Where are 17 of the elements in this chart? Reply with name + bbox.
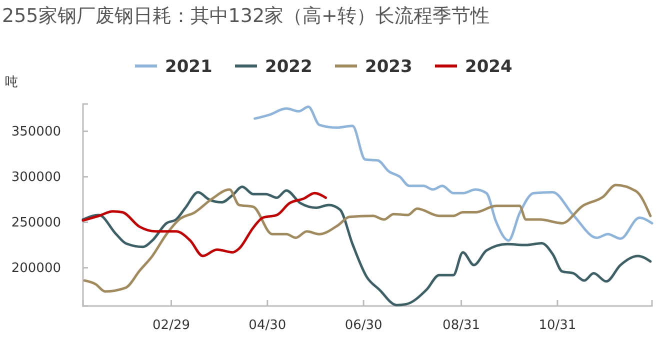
y-tick-label: 250000 [11,215,61,230]
line-series [82,192,327,258]
x-tick-label: 10/31 [538,318,576,334]
line-series [254,105,654,242]
y-axis-title: 吨 [5,75,18,90]
x-tick-label: 02/29 [152,318,190,334]
x-tick-label: 04/30 [248,318,286,334]
x-tick-label: 08/31 [442,318,480,334]
x-tick-label: 06/30 [344,318,382,334]
chart-title: 255家钢厂废钢日耗：其中132家（高+转）长流程季节性 [2,5,490,27]
legend-label: 2021 [165,57,212,77]
legend-label: 2023 [365,57,412,77]
y-tick-label: 200000 [11,260,61,276]
legend-label: 2022 [265,57,312,77]
y-tick-label: 350000 [11,124,61,140]
y-tick-label: 300000 [11,170,61,185]
legend-label: 2024 [465,57,512,77]
